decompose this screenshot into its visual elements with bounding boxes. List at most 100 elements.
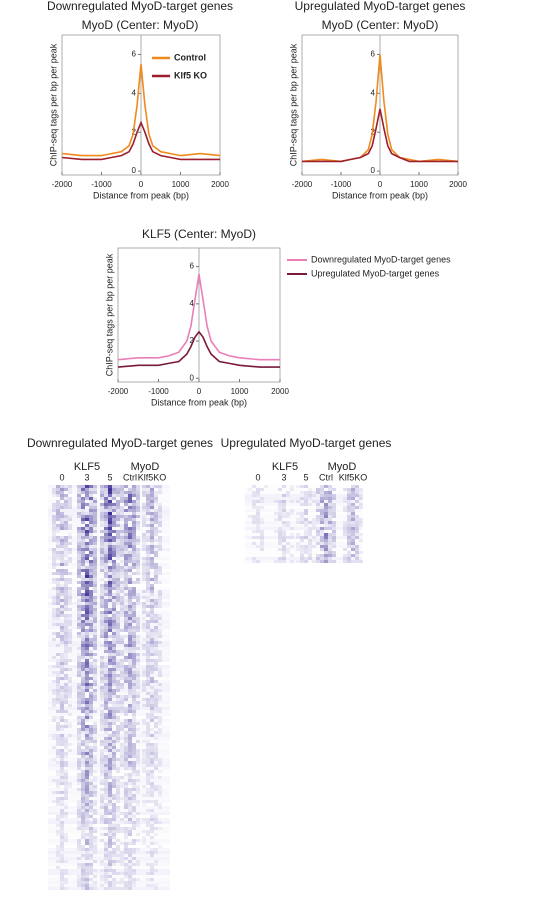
heatmap-cell <box>85 821 89 824</box>
heatmap-cell <box>100 662 104 665</box>
heatmap-cell <box>77 740 81 743</box>
heatmap-cell <box>112 668 116 671</box>
heatmap-cell <box>132 755 136 758</box>
heatmap-cell <box>108 644 112 647</box>
heatmap-cell <box>112 803 116 806</box>
heatmap-cell <box>128 605 132 608</box>
heatmap-cell <box>150 863 154 866</box>
heatmap-cell <box>85 656 89 659</box>
heatmap-cell <box>132 617 136 620</box>
heatmap-cell <box>154 752 158 755</box>
heatmap-cell <box>150 641 154 644</box>
heatmap-cell <box>48 863 170 866</box>
heatmap-cell <box>158 617 162 620</box>
heatmap-cell <box>136 707 140 710</box>
heatmap-cell <box>60 800 64 803</box>
heatmap-cell <box>116 731 120 734</box>
heatmap-cell <box>85 584 89 587</box>
heatmap-cell <box>48 506 170 509</box>
heatmap-cell <box>316 557 320 560</box>
heatmap-cell <box>60 872 64 875</box>
heatmap-cell <box>116 611 120 614</box>
heatmap-cell <box>52 638 56 641</box>
heatmap-cell <box>93 875 97 878</box>
heatmap-cell <box>324 512 328 515</box>
heatmap-cell <box>56 632 60 635</box>
heatmap-cell <box>128 611 132 614</box>
heatmap-cell <box>60 821 64 824</box>
heatmap-cell <box>112 647 116 650</box>
heatmap-cell <box>81 614 85 617</box>
heatmap-cell <box>124 821 128 824</box>
heatmap-cell <box>85 494 89 497</box>
heatmap-cell <box>64 626 68 629</box>
heatmap-cell <box>81 662 85 665</box>
heatmap-cell <box>64 662 68 665</box>
heatmap-cell <box>81 887 85 890</box>
heatmap-cell <box>56 512 60 515</box>
heatmap-cell <box>245 560 362 563</box>
heatmap-cell <box>132 698 136 701</box>
heatmap-cell <box>120 602 124 605</box>
heatmap-cell <box>77 497 81 500</box>
heatmap-cell <box>304 512 308 515</box>
heatmap-cell <box>60 527 64 530</box>
heatmap-cell <box>136 503 140 506</box>
heatmap-cell <box>286 515 290 518</box>
heatmap-cell <box>142 836 146 839</box>
heatmap-cell <box>85 620 89 623</box>
heatmap-cell <box>116 554 120 557</box>
heatmap-cell <box>120 764 124 767</box>
heatmap-cell <box>108 851 112 854</box>
heatmap-cell <box>85 593 89 596</box>
heatmap-cell <box>81 599 85 602</box>
heatmap-cell <box>158 503 162 506</box>
heatmap-cell <box>132 632 136 635</box>
heatmap-cell <box>60 830 64 833</box>
heatmap-cell <box>108 584 112 587</box>
heatmap-cell <box>116 854 120 857</box>
chart-title: KLF5 (Center: MyoD) <box>142 227 256 241</box>
heatmap-cell <box>128 656 132 659</box>
y-tick-label: 2 <box>190 336 195 345</box>
heatmap-cell <box>77 707 81 710</box>
heatmap-cell <box>60 497 64 500</box>
y-tick-label: 4 <box>371 88 376 97</box>
heatmap-cell <box>324 524 328 527</box>
heatmap-cell <box>56 581 60 584</box>
heatmap-cell <box>77 581 81 584</box>
heatmap-cell <box>296 536 300 539</box>
heatmap-cell <box>260 530 264 533</box>
heatmap-cell <box>347 551 351 554</box>
heatmap-cell <box>116 509 120 512</box>
heatmap-cell <box>146 626 150 629</box>
heatmap-cell <box>158 536 162 539</box>
heatmap-cell <box>100 563 104 566</box>
heatmap-cell <box>136 878 140 881</box>
heatmap-cell <box>154 785 158 788</box>
heatmap-cell <box>64 839 68 842</box>
heatmap-cell <box>128 878 132 881</box>
y-axis-label: ChIP-seq tags per bp per peak <box>48 43 58 166</box>
heatmap-cell <box>100 821 104 824</box>
heatmap-cell <box>108 539 112 542</box>
heatmap-cell <box>85 512 89 515</box>
heatmap-cell <box>146 494 150 497</box>
heatmap-cell <box>290 488 294 491</box>
heatmap-cell <box>124 857 128 860</box>
heatmap-cell <box>128 680 132 683</box>
heatmap-cell <box>146 518 150 521</box>
heatmap-cell <box>48 866 170 869</box>
heatmap-cell <box>132 725 136 728</box>
heatmap-cell <box>116 725 120 728</box>
heatmap-cell <box>48 674 170 677</box>
heatmap-cell <box>128 650 132 653</box>
heatmap-cell <box>132 506 136 509</box>
heatmap-cell <box>93 623 97 626</box>
heatmap-cell <box>120 707 124 710</box>
heatmap-cell <box>132 704 136 707</box>
heatmap-cell <box>132 533 136 536</box>
heatmap-cell <box>128 581 132 584</box>
heatmap-cell <box>93 554 97 557</box>
heatmap-cell <box>100 554 104 557</box>
